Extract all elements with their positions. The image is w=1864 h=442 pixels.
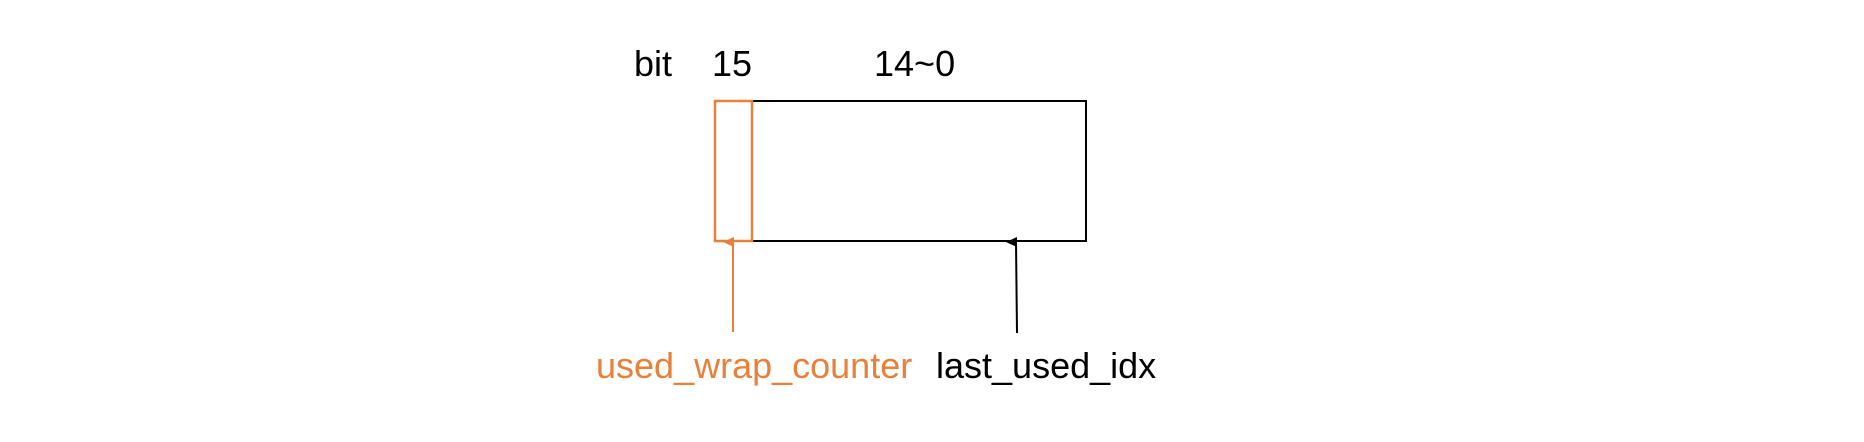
bits-14-0-label: 14~0 bbox=[874, 43, 955, 84]
bit-label: bit bbox=[634, 43, 672, 84]
last-used-idx-arrow bbox=[1006, 236, 1018, 334]
last-used-idx-label: last_used_idx bbox=[936, 345, 1156, 386]
bits-14-0-field bbox=[751, 100, 1087, 242]
bit-15-label: 15 bbox=[712, 43, 752, 84]
used-wrap-counter-label: used_wrap_counter bbox=[596, 345, 912, 386]
bit-15-field bbox=[713, 99, 754, 243]
